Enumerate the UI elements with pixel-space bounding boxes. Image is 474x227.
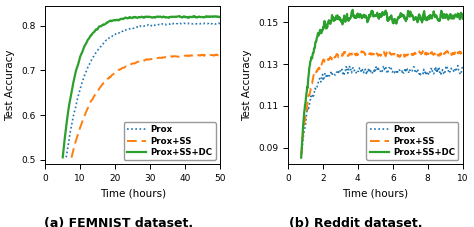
Prox+SS+DC	[148, 16, 154, 19]
Line: Prox: Prox	[66, 23, 220, 157]
Prox+SS+DC	[60, 156, 65, 159]
Prox+SS	[100, 83, 105, 86]
Prox+SS+DC	[419, 21, 425, 24]
Prox+SS+DC	[368, 13, 374, 15]
Prox+SS	[368, 52, 374, 55]
Prox+SS	[445, 50, 450, 53]
Prox	[445, 67, 450, 69]
Prox+SS	[460, 51, 465, 54]
Prox+SS+DC	[431, 10, 437, 13]
Prox+SS+DC	[350, 8, 356, 11]
Line: Prox+SS+DC: Prox+SS+DC	[301, 10, 463, 158]
Prox+SS+DC	[445, 15, 450, 18]
Prox+SS+DC	[217, 16, 223, 19]
Prox+SS	[79, 121, 85, 124]
Prox+SS	[298, 153, 304, 156]
Line: Prox+SS: Prox+SS	[301, 51, 463, 155]
Prox	[118, 30, 123, 33]
Prox+SS+DC	[215, 16, 221, 18]
Prox+SS	[419, 52, 425, 54]
Prox+SS	[405, 53, 410, 56]
Prox+SS	[179, 55, 185, 57]
Prox	[368, 69, 374, 72]
Prox+SS	[69, 156, 74, 159]
Prox+SS+DC	[405, 10, 411, 12]
Prox+SS+DC	[211, 15, 217, 18]
Text: (a) FEMNIST dataset.: (a) FEMNIST dataset.	[44, 217, 193, 227]
Prox+SS	[217, 53, 223, 56]
Prox+SS+DC	[460, 17, 465, 20]
Line: Prox+SS+DC: Prox+SS+DC	[63, 16, 220, 157]
Text: (b) Reddit dataset.: (b) Reddit dataset.	[289, 217, 422, 227]
Legend: Prox, Prox+SS, Prox+SS+DC: Prox, Prox+SS, Prox+SS+DC	[366, 122, 458, 160]
Prox	[455, 64, 461, 67]
Prox+SS+DC	[86, 37, 92, 39]
Y-axis label: Test Accuracy: Test Accuracy	[243, 49, 253, 121]
X-axis label: Time (hours): Time (hours)	[342, 189, 408, 199]
Legend: Prox, Prox+SS, Prox+SS+DC: Prox, Prox+SS, Prox+SS+DC	[124, 122, 216, 160]
Prox+SS+DC	[312, 46, 318, 49]
Prox+SS	[144, 58, 150, 61]
Prox	[217, 23, 223, 25]
Prox	[207, 22, 212, 24]
Prox	[430, 72, 436, 75]
X-axis label: Time (hours): Time (hours)	[100, 189, 166, 199]
Prox	[206, 21, 212, 24]
Prox+SS	[213, 53, 219, 56]
Prox	[460, 66, 465, 68]
Prox+SS+DC	[174, 15, 180, 18]
Prox+SS	[420, 50, 426, 52]
Prox	[117, 31, 122, 34]
Line: Prox: Prox	[301, 66, 463, 158]
Line: Prox+SS: Prox+SS	[72, 54, 220, 158]
Prox	[312, 89, 318, 92]
Prox+SS	[131, 62, 137, 65]
Prox	[419, 72, 425, 74]
Prox	[86, 64, 91, 67]
Prox+SS	[312, 72, 318, 74]
Prox+SS	[431, 53, 437, 56]
Prox+SS+DC	[191, 15, 197, 17]
Prox	[198, 22, 204, 25]
Prox+SS	[85, 108, 91, 110]
Prox+SS+DC	[77, 55, 83, 58]
Y-axis label: Test Accuracy: Test Accuracy	[6, 49, 16, 121]
Prox	[405, 69, 410, 72]
Prox+SS+DC	[298, 156, 304, 159]
Prox	[298, 156, 304, 159]
Prox	[64, 156, 69, 159]
Prox	[79, 84, 84, 86]
